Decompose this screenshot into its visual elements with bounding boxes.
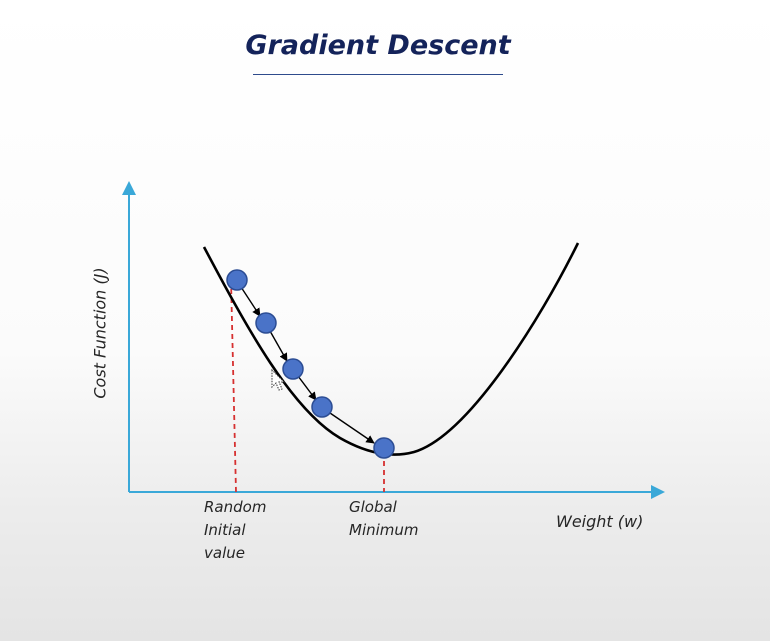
descent-point-3 [282,358,304,380]
step-arrow-3 [297,375,317,401]
start-point-label: Random Initial value [204,496,266,565]
descent-point-4 [311,396,333,418]
descent-point-5 [373,437,395,459]
minimum-label-line-1: Global [349,498,397,516]
mouse-cursor-icon [271,368,286,391]
title-underline [253,74,503,75]
start-label-line-2: Initial [204,521,246,539]
diagram-title: Gradient Descent [245,30,511,61]
descent-point-2 [255,312,277,334]
x-axis-label: Weight (w) [556,512,644,531]
descent-point-1 [226,269,248,291]
cost-curve [202,242,580,456]
step-arrow-1 [240,286,261,317]
start-label-line-1: Random [204,498,267,516]
step-arrow-4 [329,412,375,444]
global-minimum-label: Global Minimum [349,496,419,542]
start-label-line-3: value [204,544,245,562]
start-dashed-line [230,279,237,493]
minimum-label-line-2: Minimum [349,521,419,539]
y-axis-label: Cost Function (J) [90,267,110,399]
step-arrow-2 [269,330,288,362]
